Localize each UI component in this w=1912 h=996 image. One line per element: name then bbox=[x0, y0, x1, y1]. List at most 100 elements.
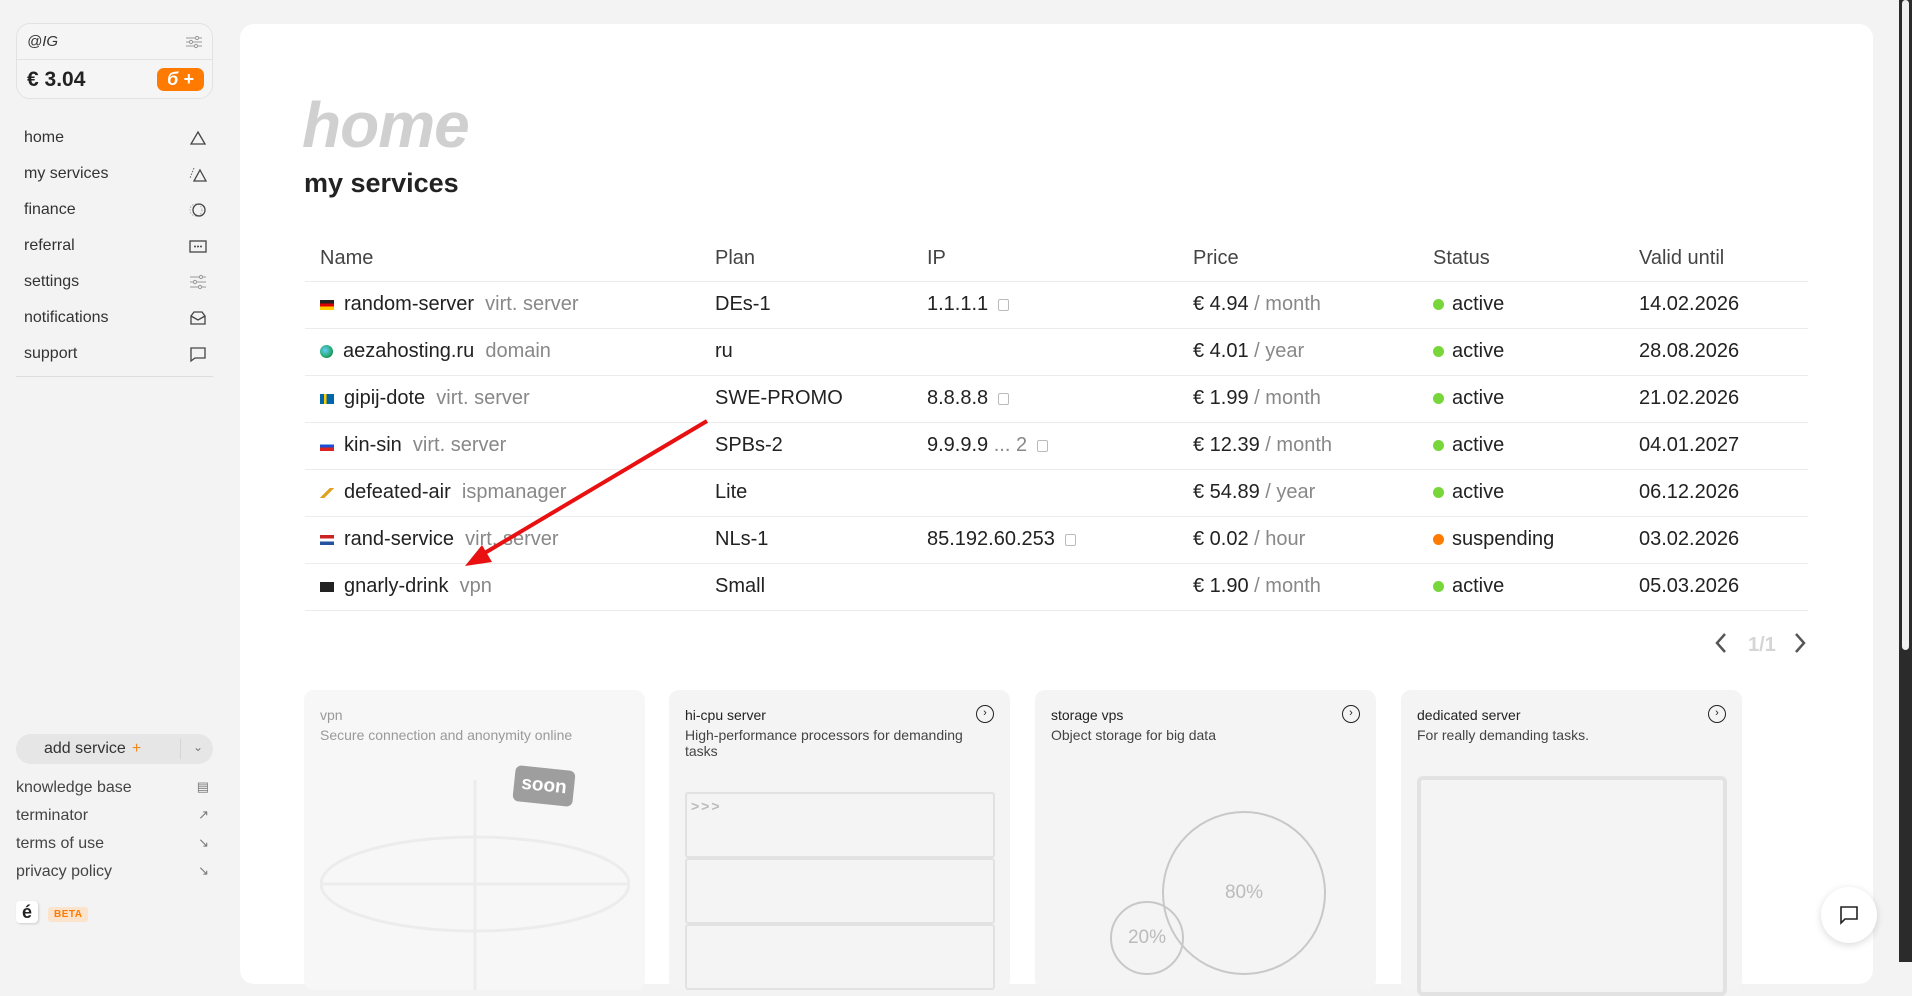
sliders-icon bbox=[190, 274, 206, 290]
card-title: hi-cpu server bbox=[685, 707, 766, 723]
billing-period: / month bbox=[1265, 434, 1332, 456]
link-terms-of-use[interactable]: terms of use ↘ bbox=[16, 835, 213, 853]
add-service-label: add service bbox=[44, 740, 126, 757]
link-label: privacy policy bbox=[16, 863, 113, 880]
link-label: terms of use bbox=[16, 835, 105, 852]
service-name[interactable]: kin-sin bbox=[344, 434, 402, 456]
service-name[interactable]: aezahosting.ru bbox=[343, 340, 475, 362]
product-card-storage[interactable]: storage vps Object storage for big data … bbox=[1035, 690, 1376, 990]
prev-page-button[interactable] bbox=[1714, 632, 1728, 660]
sidebar-item-my-services[interactable]: my services bbox=[16, 158, 213, 190]
service-name[interactable]: rand-service bbox=[344, 528, 455, 550]
topup-button[interactable]: б + bbox=[157, 68, 204, 91]
scrollbar[interactable] bbox=[1899, 0, 1912, 962]
price: € 4.94 bbox=[1193, 293, 1249, 315]
valid-until: 04.01.2027 bbox=[1624, 422, 1808, 470]
status-badge: active bbox=[1452, 293, 1505, 315]
account-card: @IG € 3.04 б + bbox=[16, 23, 213, 99]
sidebar-item-support[interactable]: support bbox=[16, 338, 213, 370]
valid-until: 05.03.2026 bbox=[1624, 563, 1808, 611]
copy-icon[interactable] bbox=[998, 298, 1010, 311]
product-card-vpn: vpn Secure connection and anonymity onli… bbox=[304, 690, 645, 990]
billing-period: / month bbox=[1254, 575, 1321, 597]
sidebar-item-referral[interactable]: referral bbox=[16, 230, 213, 262]
table-row[interactable]: gipij-dote virt. server SWE-PROMO 8.8.8.… bbox=[305, 375, 1808, 423]
plan: SPBs-2 bbox=[700, 422, 912, 470]
table-row[interactable]: random-server virt. server DEs-1 1.1.1.1… bbox=[305, 281, 1808, 329]
next-page-button[interactable] bbox=[1793, 632, 1807, 660]
price: € 1.99 bbox=[1193, 387, 1249, 409]
card-title: vpn bbox=[320, 707, 343, 723]
table-row[interactable]: gnarly-drink vpn Small € 1.90 / month ac… bbox=[305, 563, 1808, 611]
flag-pirate-icon bbox=[320, 581, 334, 592]
product-card-hi-cpu[interactable]: hi-cpu server High-performance processor… bbox=[669, 690, 1010, 990]
triangles-icon bbox=[189, 167, 207, 182]
service-name[interactable]: gnarly-drink bbox=[344, 575, 449, 597]
card-description: Secure connection and anonymity online bbox=[320, 727, 573, 743]
copy-icon[interactable] bbox=[1037, 439, 1049, 452]
chat-button[interactable] bbox=[1821, 887, 1877, 943]
product-card-dedicated[interactable]: dedicated server For really demanding ta… bbox=[1401, 690, 1742, 996]
document-icon: ▤ bbox=[196, 779, 209, 794]
price: € 12.39 bbox=[1193, 434, 1260, 456]
service-name[interactable]: random-server bbox=[344, 293, 475, 315]
ip-address: 9.9.9.9 bbox=[927, 434, 989, 456]
link-privacy-policy[interactable]: privacy policy ↘ bbox=[16, 863, 213, 881]
chevron-right-circle-icon[interactable]: › bbox=[1708, 705, 1726, 723]
plan: DEs-1 bbox=[700, 281, 912, 329]
status-dot-icon bbox=[1433, 581, 1444, 593]
service-type: virt. server bbox=[436, 387, 530, 409]
column-header: IP bbox=[912, 236, 1178, 282]
link-terminator[interactable]: terminator ↗ bbox=[16, 807, 213, 825]
plan: SWE-PROMO bbox=[700, 375, 912, 423]
copy-icon[interactable] bbox=[998, 392, 1010, 405]
table-row[interactable]: kin-sin virt. server SPBs-2 9.9.9.9 ... … bbox=[305, 422, 1808, 470]
status-dot-icon bbox=[1433, 299, 1444, 311]
inbox-icon bbox=[190, 311, 206, 325]
service-name[interactable]: gipij-dote bbox=[344, 387, 426, 409]
service-name[interactable]: defeated-air bbox=[344, 481, 451, 503]
sidebar-item-notifications[interactable]: notifications bbox=[16, 302, 213, 334]
beta-badge: BETA bbox=[48, 907, 89, 922]
service-type: virt. server bbox=[485, 293, 579, 315]
sliders-icon[interactable] bbox=[186, 35, 202, 49]
terminal-line bbox=[685, 924, 995, 990]
copy-icon[interactable] bbox=[1064, 533, 1076, 546]
status-badge: active bbox=[1452, 575, 1505, 597]
link-knowledge-base[interactable]: knowledge base ▤ bbox=[16, 779, 213, 797]
sidebar-item-finance[interactable]: finance bbox=[16, 194, 213, 226]
logo[interactable]: é bbox=[16, 901, 38, 923]
chat-icon bbox=[1840, 906, 1858, 925]
chevron-down-icon[interactable]: ⌄ bbox=[192, 740, 203, 754]
sidebar-item-label: referral bbox=[24, 237, 75, 254]
terminal-prompt: >>> bbox=[685, 792, 995, 858]
sidebar-item-label: support bbox=[24, 345, 78, 362]
sidebar-item-settings[interactable]: settings bbox=[16, 266, 213, 298]
page-title: home bbox=[302, 89, 470, 161]
price: € 0.02 bbox=[1193, 528, 1249, 550]
ip-address: 1.1.1.1 bbox=[927, 293, 989, 315]
flag-nl-icon bbox=[320, 534, 334, 545]
arrow-down-right-icon: ↘ bbox=[198, 863, 209, 878]
column-header: Name bbox=[305, 236, 700, 282]
sidebar-item-label: settings bbox=[24, 273, 80, 290]
service-type: virt. server bbox=[412, 434, 507, 456]
billing-period: / hour bbox=[1254, 528, 1306, 550]
status-badge: active bbox=[1452, 387, 1505, 409]
chevron-right-circle-icon[interactable]: › bbox=[976, 705, 994, 723]
flag-globe-icon bbox=[320, 345, 333, 359]
column-header: Status bbox=[1418, 236, 1624, 282]
valid-until: 06.12.2026 bbox=[1624, 469, 1808, 517]
section-title: my services bbox=[304, 168, 459, 198]
add-service-button[interactable]: add service + ⌄ bbox=[16, 734, 213, 764]
column-header: Valid until bbox=[1624, 236, 1808, 282]
card-icon bbox=[189, 240, 207, 253]
plan: Lite bbox=[700, 469, 912, 517]
flag-ru-icon bbox=[320, 440, 334, 451]
table-row[interactable]: rand-service virt. server NLs-1 85.192.6… bbox=[305, 516, 1808, 564]
table-row[interactable]: aezahosting.ru domain ru € 4.01 / year a… bbox=[305, 328, 1808, 376]
chevron-right-circle-icon[interactable]: › bbox=[1342, 705, 1360, 723]
table-row[interactable]: defeated-air ispmanager Lite € 54.89 / y… bbox=[305, 469, 1808, 517]
sidebar-item-home[interactable]: home bbox=[16, 122, 213, 154]
ip-extra: ... 2 bbox=[993, 434, 1028, 456]
